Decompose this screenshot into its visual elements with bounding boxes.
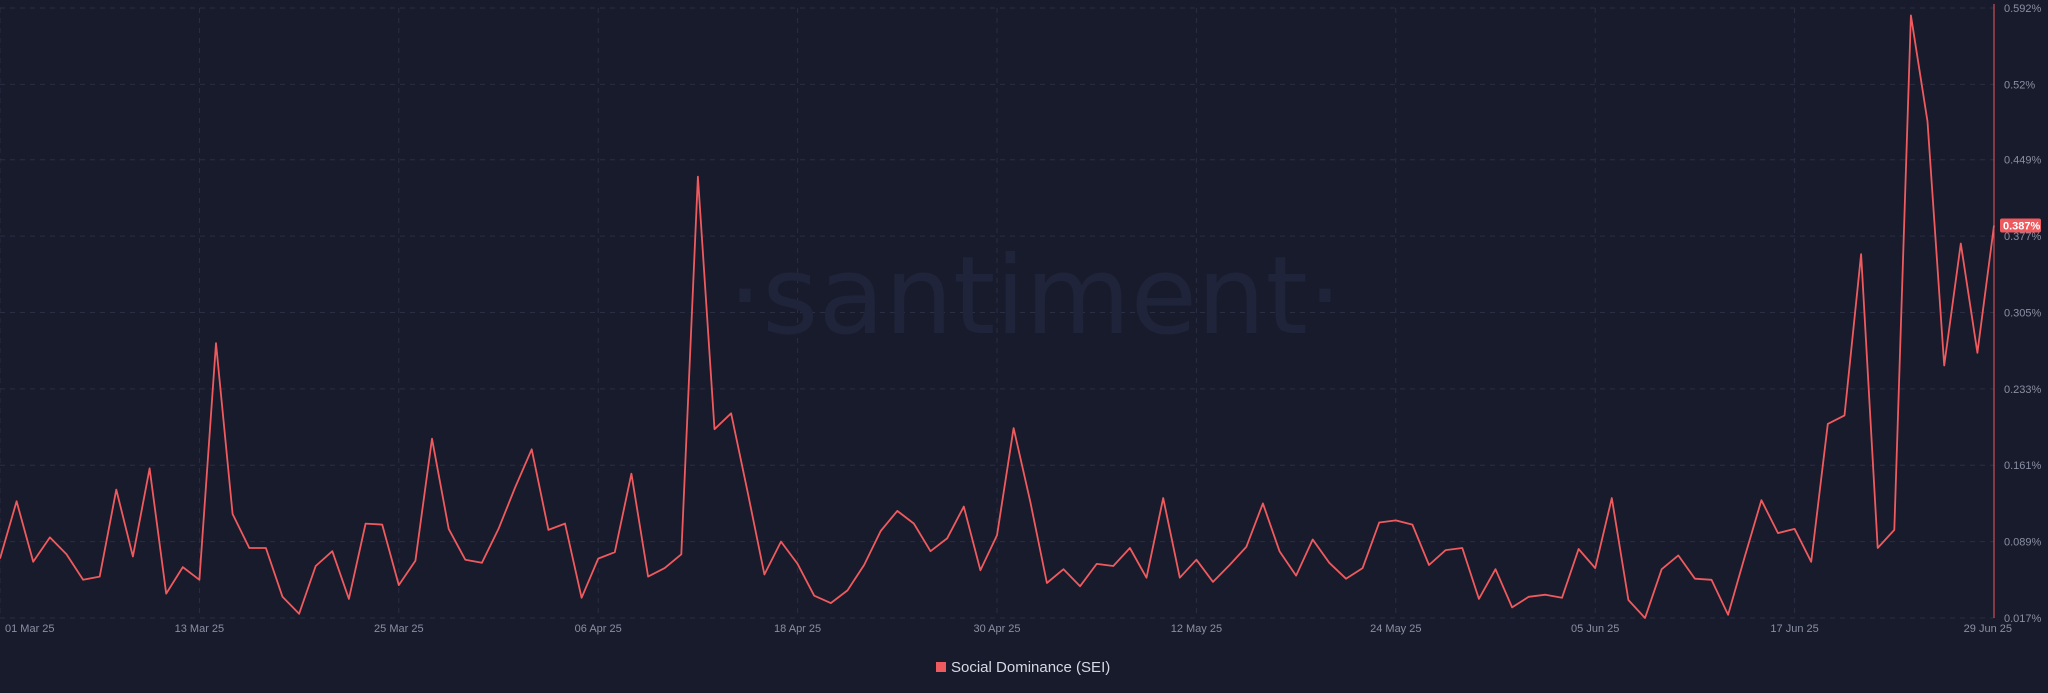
legend[interactable]: Social Dominance (SEI) (936, 659, 1110, 676)
x-tick-label: 05 Jun 25 (1571, 623, 1619, 635)
x-tick-label: 25 Mar 25 (374, 623, 424, 635)
y-tick-label: 0.449% (2004, 155, 2042, 167)
x-tick-label: 17 Jun 25 (1770, 623, 1818, 635)
x-tick-label: 13 Mar 25 (175, 623, 225, 635)
grid-layer (0, 7, 1995, 619)
y-tick-label: 0.089% (2004, 537, 2042, 549)
current-value-label: 0.387% (2003, 220, 2041, 232)
y-axis: 0.592% 0.52% 0.449% 0.377% 0.305% 0.233% 0.161… (1993, 3, 2042, 625)
y-tick-label: 0.592% (2004, 3, 2042, 15)
y-tick-label: 0.161% (2004, 460, 2042, 472)
x-tick-label: 01 Mar 25 (5, 623, 55, 635)
current-value-badge (2000, 218, 2041, 233)
legend-swatch (936, 662, 946, 672)
x-tick-label: 06 Apr 25 (575, 623, 622, 635)
x-tick-label: 24 May 25 (1370, 623, 1421, 635)
x-tick-label: 18 Apr 25 (774, 623, 821, 635)
x-tick-label: 30 Apr 25 (973, 623, 1020, 635)
x-tick-label: 12 May 25 (1171, 623, 1222, 635)
x-axis: 01 Mar 25 13 Mar 25 25 Mar 25 06 Apr 25 18 A… (5, 623, 2012, 635)
y-tick-label: 0.377% (2004, 231, 2042, 243)
y-tick-label: 0.52% (2004, 79, 2035, 91)
series-layer (0, 14, 1995, 619)
x-tick-label: 29 Jun 25 (1964, 623, 2012, 635)
y-tick-label: 0.233% (2004, 384, 2042, 396)
y-tick-label: 0.017% (2004, 613, 2042, 625)
current-value-marker: 0.387% (2000, 218, 2041, 233)
santiment-watermark: ·santiment· (728, 234, 1342, 359)
y-tick-label: 0.305% (2004, 307, 2042, 319)
series-line-social-dominance (0, 14, 1995, 619)
legend-label: Social Dominance (SEI) (951, 659, 1110, 676)
